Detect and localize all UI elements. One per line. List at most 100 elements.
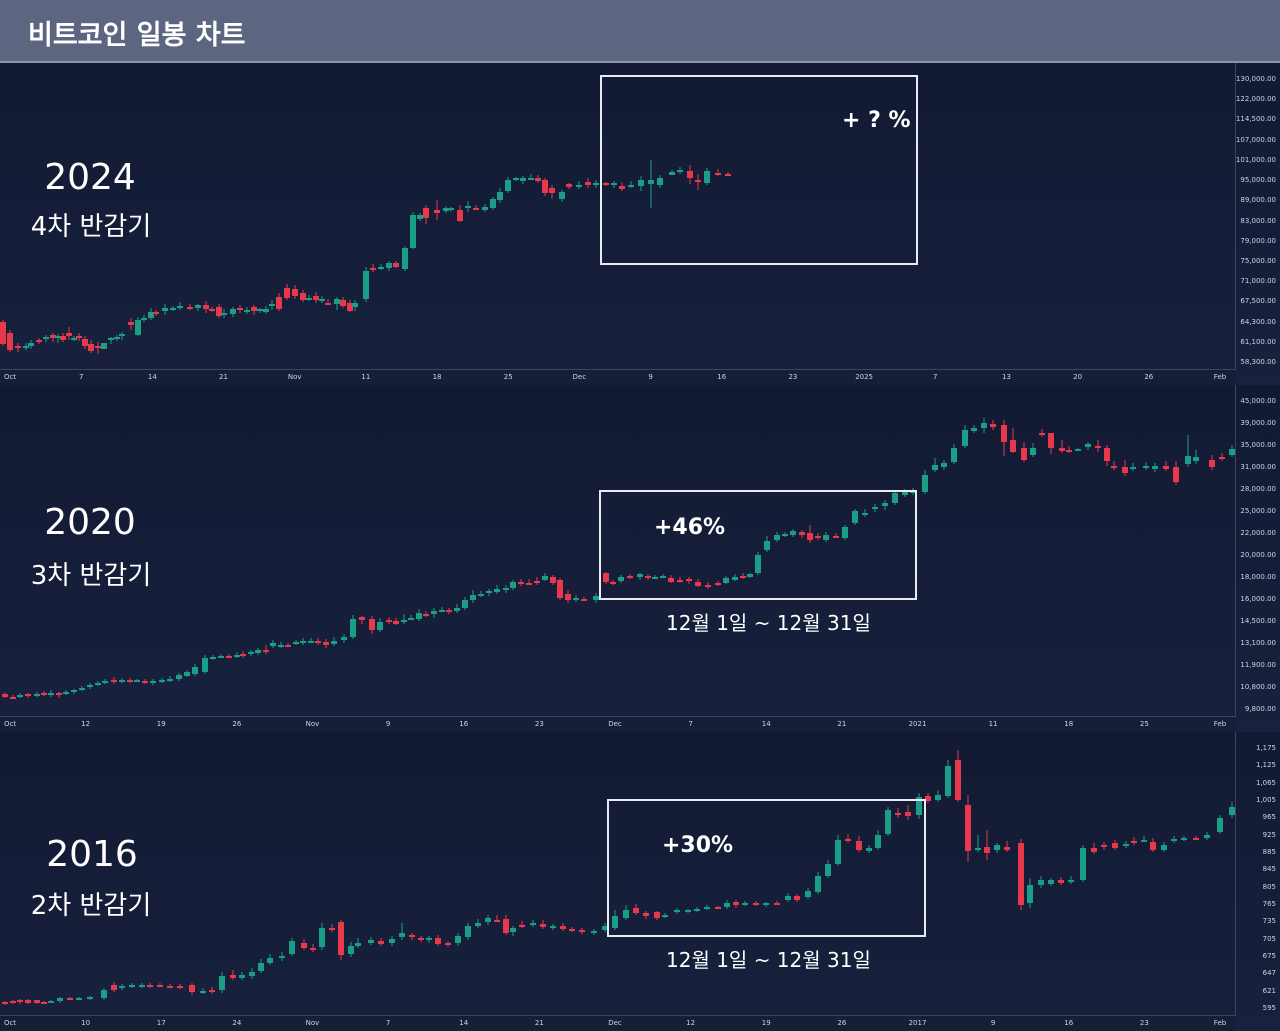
candle-up [454,608,460,611]
candle-down [386,620,392,622]
candle-down [1173,467,1179,482]
x-tick-label: Oct [3,720,17,728]
x-tick-label: 23 [1139,1019,1149,1027]
candle-up [114,337,120,339]
candle-down [1131,841,1137,843]
candle-down [203,305,209,309]
candle-up [23,346,29,348]
candle-up [244,310,250,312]
candle-up [135,320,141,335]
candle-up [184,672,190,676]
candle-up [348,946,354,954]
candle-down [534,581,540,583]
candle-up [255,650,261,653]
x-tick-label: 24 [232,1019,242,1027]
candle-down [1039,433,1045,435]
candle-up [363,271,369,299]
candle-up [341,637,347,640]
candle-up [443,208,449,211]
candle-up [494,589,500,592]
candle-up [218,656,224,658]
candle-down [585,182,591,185]
x-axis: Oct 7 14 21 Nov 11 18 25 Dec 9 16 23 2025 7 13 20 26 Feb [0,369,1236,385]
candle-down [668,578,674,582]
candle-up [576,185,582,187]
x-tick-label: 19 [761,1019,771,1027]
candle-up [1185,456,1191,464]
y-tick-label: 9,800.00 [1244,705,1276,713]
candle-down [237,308,243,310]
candle-up [176,675,182,679]
candle-down [240,654,246,656]
candle-up [95,683,101,685]
candle-up [278,645,284,647]
y-tick-label: 805 [1262,882,1276,891]
candle-up [319,928,325,947]
candle-up [723,578,729,583]
candle-up [408,618,414,620]
x-tick-label: 20 [1073,373,1083,381]
y-tick-label: 675 [1262,952,1276,960]
candle-down [111,680,117,682]
candle-up [177,306,183,308]
candle-down [1111,466,1117,468]
candle-up [1204,835,1210,838]
y-tick-label: 130,000.00 [1235,75,1276,83]
candle-up [742,903,748,905]
candle-up [76,998,82,1000]
x-tick-label: Nov [287,373,302,381]
y-tick-label: 35,000.00 [1240,441,1276,449]
candle-up [108,338,114,340]
candle-up [790,531,796,535]
y-tick-label: 647 [1262,969,1276,978]
candle-down [423,614,429,616]
chart-panel-2024: 2024 4차 반감기 + ? % 130,000.00 122,000.00 11… [0,63,1280,385]
y-tick-label: 45,000.00 [1240,397,1276,405]
candle-down [633,908,639,913]
y-tick-label: 925 [1262,830,1276,839]
y-tick-label: 101,000.00 [1235,155,1276,164]
candle-up [1181,838,1187,840]
candle-down [1219,457,1225,459]
y-tick-label: 845 [1262,865,1276,874]
candle-down [1021,448,1027,460]
x-tick-label: 9 [385,720,391,728]
candle-up [591,931,597,933]
candle-up [119,334,125,336]
candle-up [593,596,599,600]
candle-down [378,941,384,944]
candle-down [1095,446,1101,448]
candle-down [276,297,282,309]
candle-down [340,300,346,306]
candle-down [329,928,335,930]
y-tick-label: 31,000.00 [1240,463,1276,471]
percent-annotation: +30% [662,833,734,858]
candle-up [648,180,654,184]
candle-down [209,309,215,311]
candle-up [200,991,206,993]
candle-up [87,685,93,687]
candle-down [347,303,353,311]
candle-up [221,313,227,315]
candle-down [695,180,701,182]
candle-down [799,532,805,535]
candle-up [677,170,683,172]
x-tick-label: 17 [156,1019,166,1027]
y-tick-label: 20,000.00 [1240,551,1276,559]
candle-up [249,972,255,976]
candle-down [695,582,701,586]
candle-up [1085,444,1091,447]
candle-down [1150,842,1156,850]
x-tick-label: 7 [78,373,84,381]
candle-down [300,293,306,300]
x-tick-label: 14 [459,1019,469,1027]
candle-down [457,210,463,221]
candle-up [34,694,40,696]
candle-up [119,680,125,682]
y-tick-label: 705 [1262,934,1276,943]
candle-down [409,935,415,937]
candle-up [747,574,753,577]
candle-down [209,990,215,992]
candle-up [478,594,484,596]
y-axis: 45,000.00 39,000.00 35,000.00 31,000.00 28,0… [1235,385,1280,732]
